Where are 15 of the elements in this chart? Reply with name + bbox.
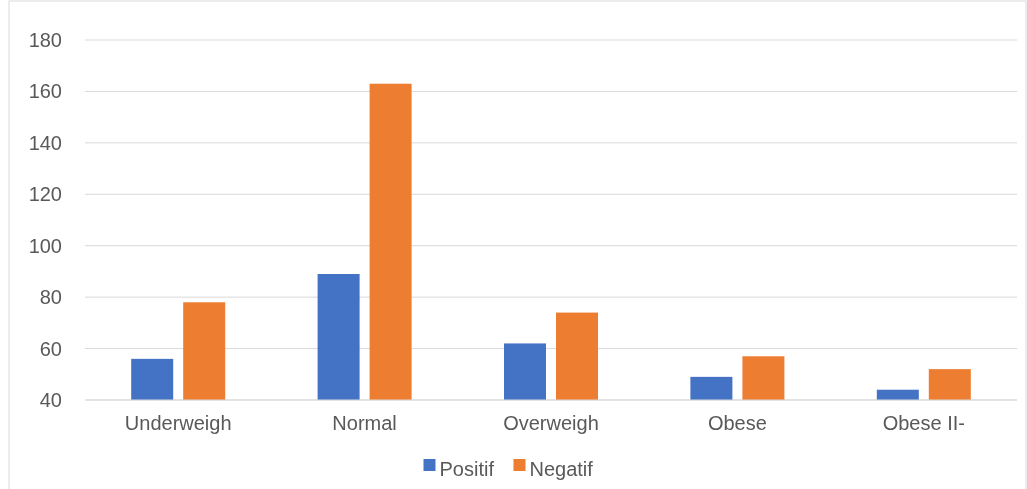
x-tick-label: Normal (332, 412, 397, 434)
x-tick-label: Overweigh (503, 412, 599, 434)
x-tick-label: Obese (707, 412, 767, 434)
legend-label: Negatif (529, 458, 594, 480)
y-tick-label: 40 (39, 389, 62, 411)
y-tick-label: 100 (28, 234, 62, 257)
y-tick-label: 60 (39, 337, 62, 360)
y-tick-label: 140 (28, 131, 62, 154)
x-tick-label: Underweigh (124, 412, 232, 434)
y-tick-label: 120 (28, 183, 62, 206)
y-tick-label: 80 (39, 286, 62, 309)
legend-label: Positif (439, 458, 495, 480)
x-tick-label: Obese II- (882, 412, 965, 434)
y-tick-label: 160 (28, 80, 62, 103)
y-tick-label: 180 (28, 29, 62, 51)
